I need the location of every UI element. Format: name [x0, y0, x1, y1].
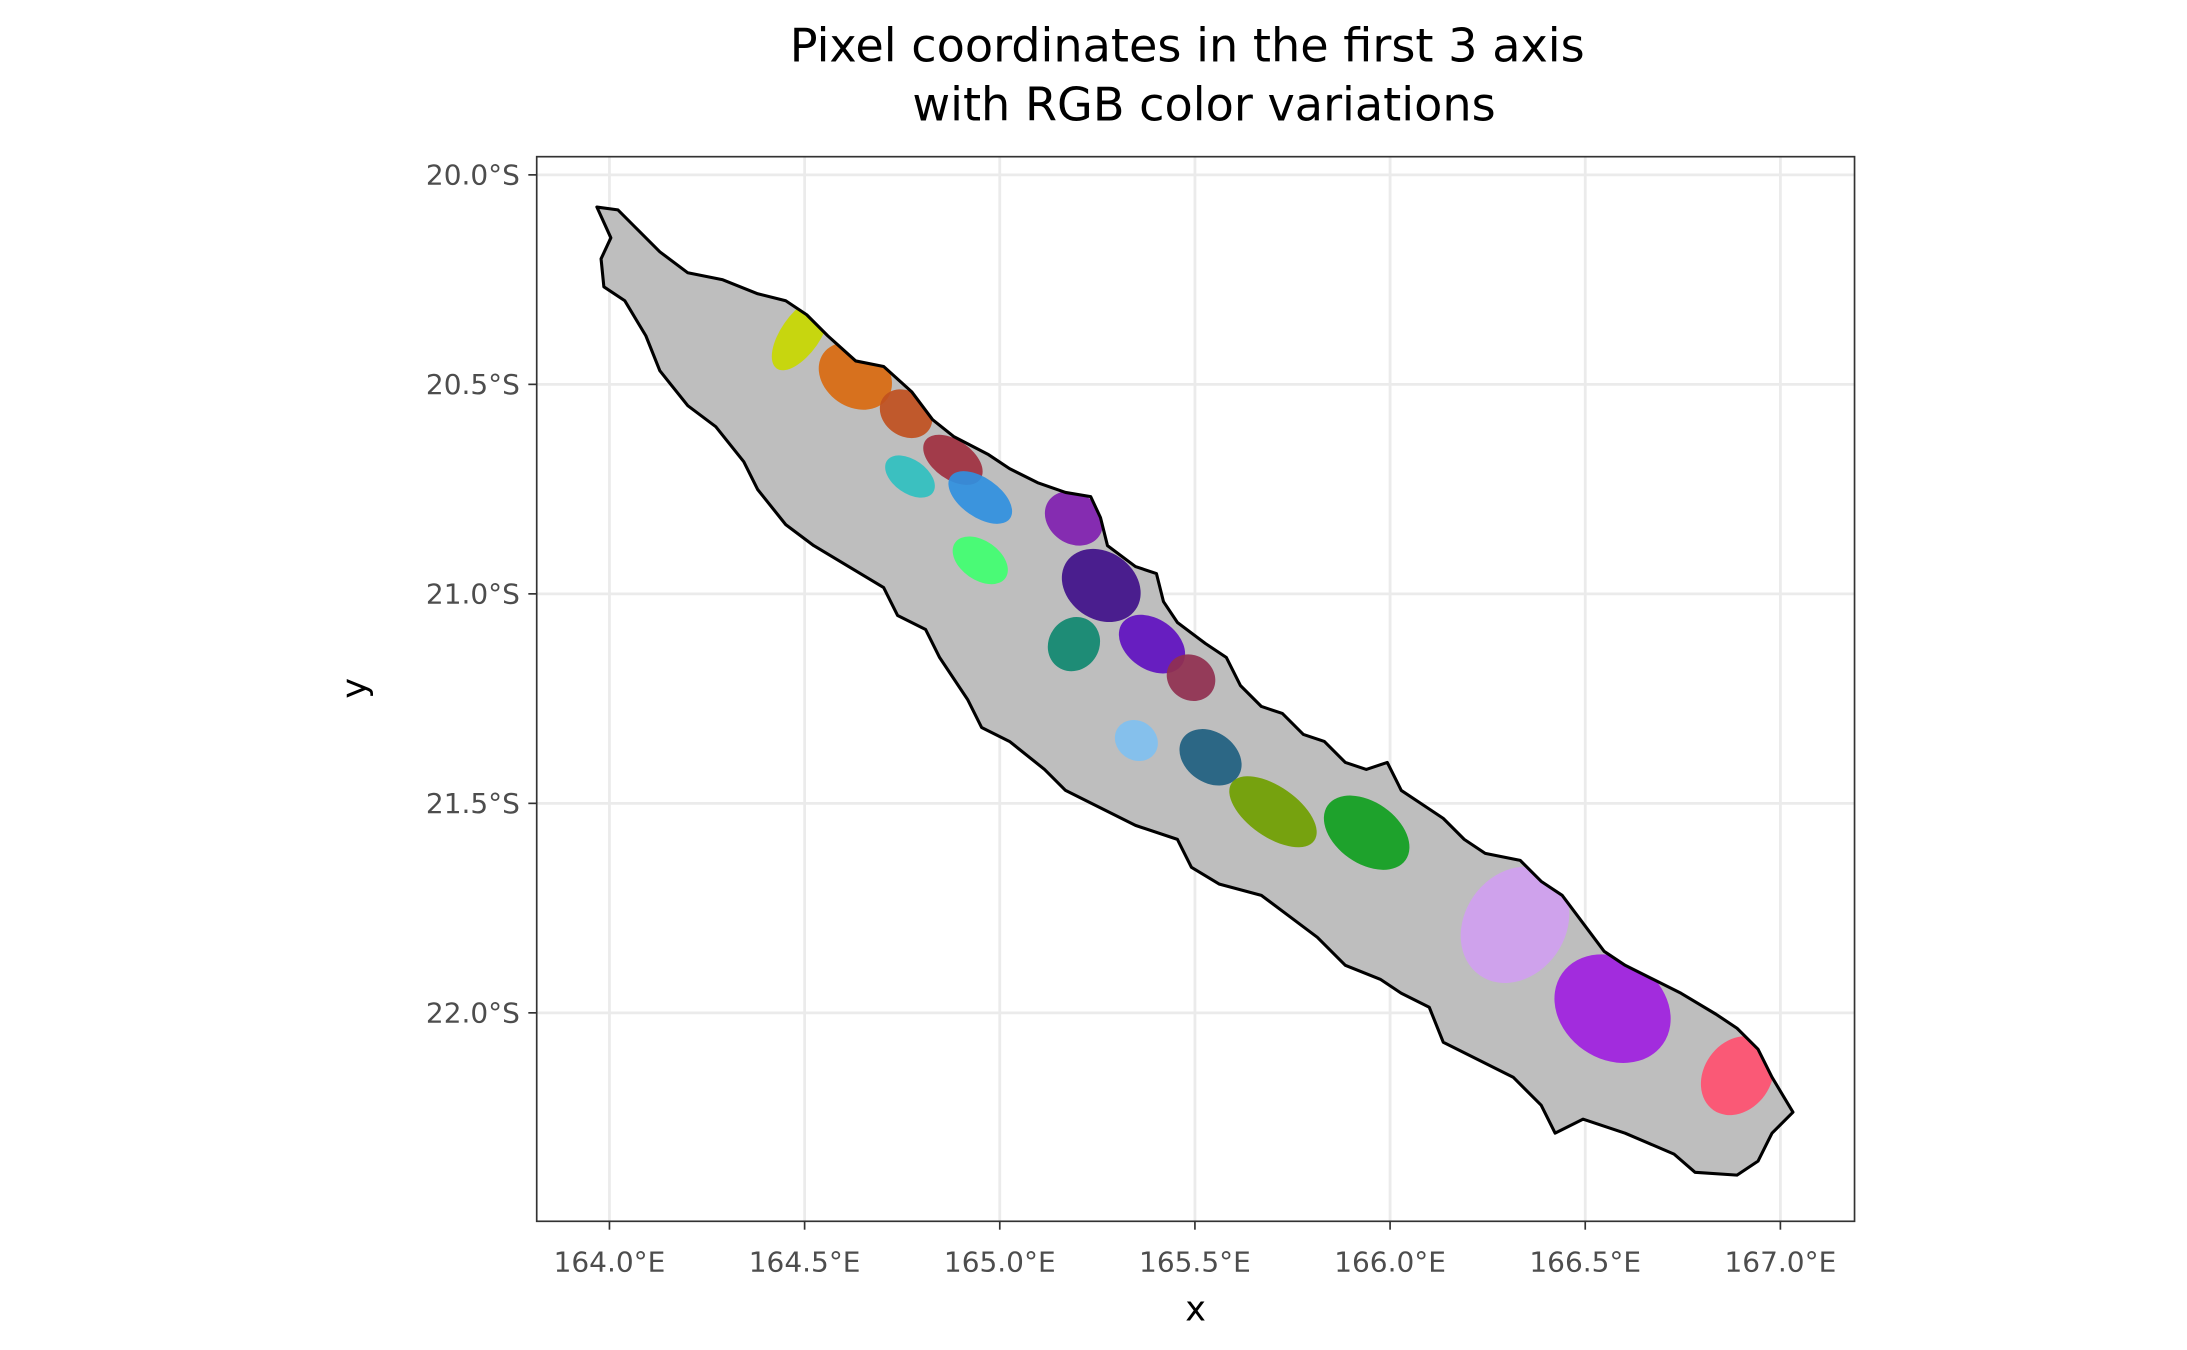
- raster-patch: [1554, 954, 1671, 1063]
- raster-patch: [952, 536, 1008, 585]
- raster-patch: [1114, 719, 1158, 762]
- raster-patch: [1323, 795, 1410, 870]
- chart-title-line1: Pixel coordinates in the first 3 axis: [790, 19, 1585, 73]
- raster-patches: [771, 297, 1775, 1116]
- island-land: [595, 205, 1795, 1177]
- island-outline: [595, 205, 1795, 1177]
- x-tick-label: 167.0°E: [1725, 1246, 1837, 1279]
- raster-patch: [1460, 866, 1570, 983]
- y-axis-title: y: [335, 678, 375, 699]
- x-axis-title: x: [1185, 1290, 1206, 1330]
- plot-border: [535, 155, 1856, 1223]
- y-axis: 20.0°S 20.5°S 21.0°S 21.5°S 22.0°S: [426, 159, 537, 1030]
- x-tick-label: 165.5°E: [1139, 1246, 1251, 1279]
- x-tick-label: 164.0°E: [554, 1246, 666, 1279]
- y-tick-label: 20.5°S: [426, 368, 520, 401]
- y-tick-label: 20.0°S: [426, 159, 520, 192]
- raster-patch: [948, 471, 1013, 524]
- raster-patch: [1229, 776, 1317, 848]
- raster-patch: [1118, 614, 1186, 674]
- x-axis: 164.0°E 164.5°E 165.0°E 165.5°E 166.0°E 166.5…: [554, 1221, 1837, 1279]
- raster-patch: [1061, 548, 1141, 623]
- raster-patch: [1179, 729, 1242, 786]
- x-tick-label: 166.5°E: [1529, 1246, 1641, 1279]
- x-tick-label: 165.0°E: [944, 1246, 1056, 1279]
- raster-patch: [1166, 654, 1216, 701]
- x-tick-label: 166.0°E: [1334, 1246, 1446, 1279]
- raster-patch: [1044, 491, 1103, 546]
- y-tick-label: 21.0°S: [426, 578, 520, 611]
- y-tick-label: 21.5°S: [426, 787, 520, 820]
- chart-title-line2: with RGB color variations: [912, 77, 1495, 131]
- raster-patch: [885, 455, 935, 498]
- raster-patch: [1700, 1036, 1775, 1116]
- y-tick-label: 22.0°S: [426, 997, 520, 1030]
- raster-patch: [1047, 617, 1101, 672]
- x-tick-label: 164.5°E: [749, 1246, 861, 1279]
